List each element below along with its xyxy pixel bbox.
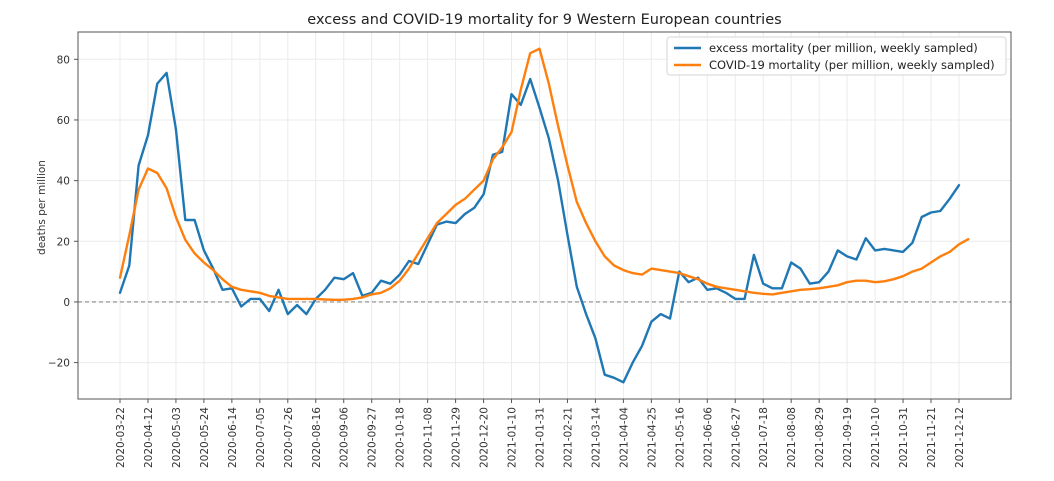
x-tick-label: 2020-10-18 bbox=[395, 407, 407, 468]
x-tick-label: 2021-11-21 bbox=[926, 407, 938, 468]
x-tick-label: 2021-02-21 bbox=[562, 407, 574, 468]
x-tick-label: 2020-03-22 bbox=[115, 407, 127, 468]
y-tick-label: 20 bbox=[57, 236, 70, 248]
x-tick-label: 2021-03-14 bbox=[590, 407, 602, 468]
x-tick-label: 2021-12-12 bbox=[954, 407, 966, 468]
x-tick-label: 2020-11-08 bbox=[423, 407, 435, 468]
y-tick-label: −20 bbox=[48, 358, 70, 370]
x-tick-label: 2021-08-29 bbox=[814, 407, 826, 468]
legend-label: COVID-19 mortality (per million, weekly … bbox=[709, 58, 995, 72]
legend-label: excess mortality (per million, weekly sa… bbox=[709, 41, 978, 55]
x-tick-label: 2020-05-03 bbox=[171, 407, 183, 468]
x-tick-label: 2021-10-10 bbox=[870, 407, 882, 468]
x-tick-label: 2021-04-25 bbox=[646, 407, 658, 468]
x-tick-label: 2021-04-04 bbox=[618, 407, 630, 468]
covid-mortality-line bbox=[118, 47, 970, 301]
legend: excess mortality (per million, weekly sa… bbox=[666, 36, 1007, 76]
legend-box bbox=[666, 36, 1007, 76]
x-tick-label: 2021-05-16 bbox=[674, 407, 686, 468]
x-tick-label: 2020-08-16 bbox=[311, 407, 323, 468]
y-tick-label: 40 bbox=[57, 176, 70, 188]
x-tick-label: 2020-11-29 bbox=[451, 407, 463, 468]
grid bbox=[78, 32, 1011, 399]
x-tick-label: 2020-12-20 bbox=[479, 407, 491, 468]
x-tick-label: 2021-10-31 bbox=[898, 407, 910, 468]
x-tick-label: 2021-07-18 bbox=[758, 407, 770, 468]
x-tick-label: 2021-01-10 bbox=[507, 407, 519, 468]
x-axis: 2020-03-22 2020-04-12 2020-05-03 2020-05-24… bbox=[115, 399, 966, 468]
x-tick-label: 2020-07-05 bbox=[255, 407, 267, 468]
chart-title: excess and COVID-19 mortality for 9 West… bbox=[307, 12, 781, 28]
x-tick-label: 2021-09-19 bbox=[842, 407, 854, 468]
y-tick-label: 0 bbox=[63, 297, 70, 309]
x-tick-label: 2021-08-08 bbox=[786, 407, 798, 468]
x-tick-label: 2020-05-24 bbox=[199, 407, 211, 468]
x-tick-label: 2020-09-06 bbox=[339, 407, 351, 468]
y-axis: −20 0 20 40 60 80 bbox=[48, 54, 78, 370]
series-group bbox=[118, 47, 970, 384]
x-tick-label: 2020-06-14 bbox=[227, 407, 239, 468]
x-tick-label: 2021-06-27 bbox=[730, 407, 742, 468]
x-tick-label: 2020-07-26 bbox=[283, 407, 295, 468]
y-tick-label: 60 bbox=[57, 115, 70, 127]
y-tick-label: 80 bbox=[57, 54, 70, 66]
x-tick-label: 2021-01-31 bbox=[534, 407, 546, 468]
excess-mortality-line bbox=[118, 71, 961, 384]
y-axis-label: deaths per million bbox=[36, 160, 48, 255]
plot-frame bbox=[77, 31, 1012, 400]
x-tick-label: 2021-06-06 bbox=[702, 407, 714, 468]
x-tick-label: 2020-04-12 bbox=[143, 407, 155, 468]
x-tick-label: 2020-09-27 bbox=[367, 407, 379, 468]
